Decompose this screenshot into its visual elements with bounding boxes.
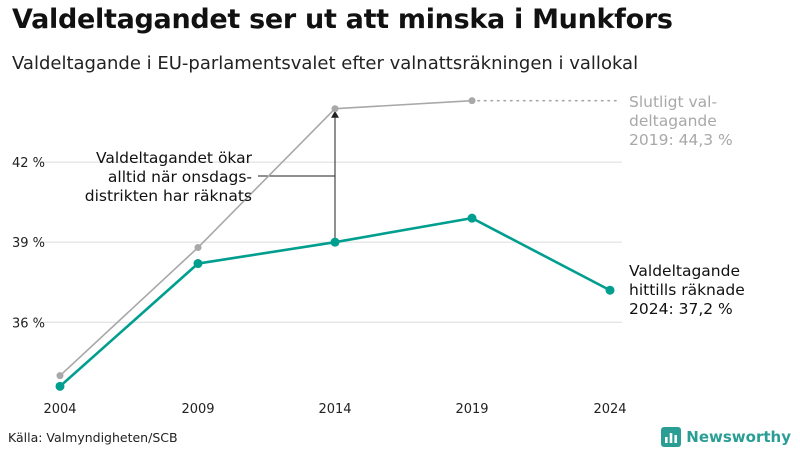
counted-data-point (55, 381, 65, 391)
x-tick-label: 2019 (455, 402, 488, 417)
final-data-point (468, 97, 476, 105)
final-series-label-line: 2019: 44,3 % (629, 131, 733, 149)
series-lines (55, 97, 621, 391)
counted-data-point (467, 213, 477, 223)
y-tick-label: 36 % (12, 316, 45, 331)
chart-title: Valdeltagandet ser ut att minska i Munkf… (12, 4, 673, 35)
bar-chart-logo-icon (661, 427, 682, 447)
brand-name: Newsworthy (686, 428, 791, 446)
counted-series-label-line: 2024: 37,2 % (629, 300, 733, 318)
x-tick-label: 2004 (43, 402, 76, 417)
final-data-point (331, 105, 339, 113)
y-tick-label: 39 % (12, 236, 45, 251)
counted-series-label-line: Valdeltagande (629, 262, 740, 280)
x-tick-label: 2024 (593, 402, 626, 417)
annotation-arrowhead (331, 110, 339, 118)
x-tick-label: 2009 (181, 402, 214, 417)
annotation-note-line: Valdeltagandet ökar (96, 149, 253, 167)
final-series-line (59, 99, 473, 377)
final-series-label-line: deltagande (629, 112, 717, 130)
x-tick-label: 2014 (318, 402, 351, 417)
counted-data-point (605, 285, 615, 295)
annotation-note-line: distrikten har räknats (85, 187, 252, 205)
newsworthy-brand: Newsworthy (661, 427, 791, 447)
counted-series-label-line: hittills räknade (629, 281, 745, 299)
final-series-label-line: Slutligt val- (629, 93, 717, 111)
counted-data-point (330, 237, 340, 247)
source-note: Källa: Valmyndigheten/SCB (8, 430, 178, 445)
chart-subtitle: Valdeltagande i EU-parlamentsvalet efter… (12, 53, 639, 74)
y-tick-label: 42 % (12, 156, 45, 171)
x-axis-ticks: 2004 2009 2014 2019 2024 (43, 402, 626, 417)
y-axis-ticks: 36 % 39 % 42 % (12, 156, 45, 331)
counted-data-point (193, 259, 203, 269)
final-data-point (194, 244, 202, 252)
annotation-bracket (258, 110, 339, 243)
final-data-point (56, 372, 64, 380)
annotation-note-line: alltid när onsdags- (108, 168, 252, 186)
